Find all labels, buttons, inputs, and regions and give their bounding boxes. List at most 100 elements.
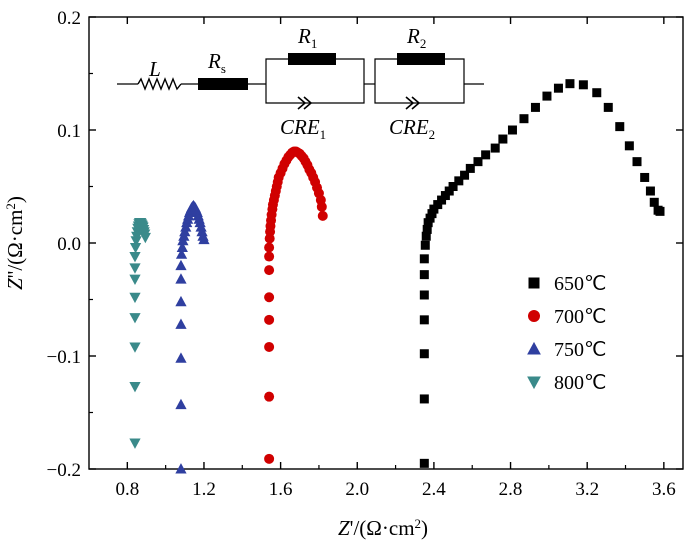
x-axis-title-sup: 2 — [415, 516, 422, 531]
label-CRE1: CRE1 — [280, 115, 326, 142]
data-point — [129, 243, 142, 254]
series-1 — [264, 146, 328, 464]
series-layer — [129, 79, 665, 474]
data-point — [645, 186, 655, 196]
label-CRE2-main: CRE — [389, 115, 429, 139]
data-point — [129, 342, 141, 353]
x-axis-title-prefix: '/(Ω·cm — [350, 516, 415, 540]
cpe1-symbol — [297, 96, 313, 110]
data-point — [129, 252, 141, 263]
label-R1: R1 — [297, 24, 317, 51]
label-R1-sub: 1 — [311, 36, 318, 51]
data-point — [264, 242, 275, 253]
data-point — [448, 182, 458, 191]
data-point — [129, 292, 141, 304]
data-point — [615, 122, 625, 132]
data-point — [427, 209, 437, 219]
y-tick-label: 0.1 — [57, 121, 81, 142]
x-axis-title-suffix: ) — [421, 516, 428, 540]
legend-label: 700℃ — [554, 306, 606, 328]
data-point — [264, 391, 275, 402]
data-point — [553, 83, 563, 93]
legend-label: 750℃ — [554, 339, 606, 361]
y-tick-label: −0.1 — [47, 347, 81, 368]
data-point — [198, 233, 210, 245]
data-point — [437, 195, 447, 205]
series-2 — [175, 199, 210, 474]
equivalent-circuit: L Rs R1 R2 CRE1 CRE2 — [117, 24, 484, 142]
data-point — [419, 394, 429, 404]
x-tick-label: 2.8 — [499, 479, 523, 500]
data-point — [481, 150, 491, 160]
data-point — [175, 295, 187, 307]
data-point — [129, 438, 141, 449]
inductor-symbol — [137, 77, 182, 91]
label-CRE2: CRE2 — [389, 115, 435, 142]
data-point — [264, 314, 275, 325]
y-axis-title: Z''/(Ω·cm2) — [3, 196, 28, 290]
legend-marker — [527, 341, 541, 355]
data-point — [603, 102, 613, 112]
data-point — [473, 157, 483, 167]
data-point — [444, 186, 454, 196]
data-point — [176, 241, 188, 253]
plot-frame — [88, 16, 684, 470]
data-point — [131, 231, 143, 243]
data-point — [419, 290, 429, 300]
cpe2-symbol — [405, 96, 421, 110]
legend-marker — [527, 376, 541, 390]
data-point — [175, 273, 187, 284]
data-point — [196, 225, 208, 237]
data-point — [195, 221, 207, 232]
data-point — [129, 274, 141, 286]
parallel-block-2 — [374, 58, 465, 104]
data-point — [649, 197, 659, 207]
data-point — [194, 216, 206, 228]
y-axis-title-suffix: ) — [3, 196, 27, 203]
data-point — [130, 236, 142, 247]
label-L: L — [148, 57, 161, 81]
label-R2-main: R — [406, 24, 420, 48]
y-axis-title-prefix: ''/(Ω·cm — [3, 210, 27, 279]
x-tick-label: 1.2 — [192, 479, 216, 500]
data-point — [139, 232, 151, 244]
label-R1-main: R — [297, 24, 311, 48]
label-CRE1-main: CRE — [280, 115, 320, 139]
x-tick-label: 2.4 — [422, 479, 446, 500]
data-point — [129, 313, 141, 324]
label-R2: R2 — [406, 24, 426, 51]
legend-label: 800℃ — [554, 372, 606, 394]
data-point — [264, 251, 275, 262]
data-point — [264, 292, 275, 303]
data-point — [460, 170, 470, 180]
legend-marker — [528, 277, 540, 289]
data-point — [530, 102, 540, 112]
data-point — [425, 213, 435, 223]
data-point — [433, 200, 443, 210]
data-point — [264, 341, 275, 352]
data-point — [175, 318, 187, 329]
data-point — [419, 458, 429, 468]
y-axis-title-sup: 2 — [3, 203, 18, 210]
legend-label: 650℃ — [554, 273, 606, 295]
data-point — [498, 134, 508, 144]
axes: 0.8 1.2 1.6 2.0 2.4 2.8 3.2 3.6 −0.2 −0.1 0.0 0.1 0.… — [47, 8, 683, 500]
x-tick-label: 2.0 — [345, 479, 369, 500]
data-point — [264, 265, 275, 276]
data-point — [129, 382, 141, 393]
data-point — [421, 231, 431, 241]
y-tick-label: 0.2 — [57, 8, 81, 29]
data-point — [419, 315, 429, 325]
data-point — [429, 204, 439, 214]
data-point — [317, 210, 328, 221]
x-tick-label: 1.6 — [269, 479, 293, 500]
data-point — [175, 352, 187, 363]
data-point — [454, 176, 464, 186]
data-point — [592, 88, 602, 98]
y-tick-label: −0.2 — [47, 460, 81, 481]
parallel-block-1 — [265, 58, 365, 104]
data-point — [316, 201, 327, 212]
label-Rs-main: R — [207, 49, 221, 73]
label-R2-sub: 2 — [420, 36, 427, 51]
